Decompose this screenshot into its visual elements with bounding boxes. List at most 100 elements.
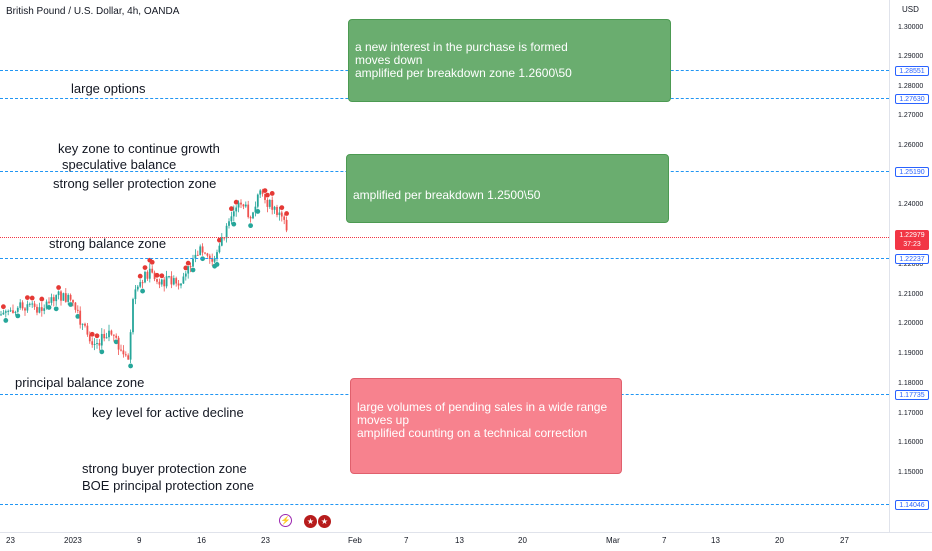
note-speculative-balance[interactable]: speculative balance [62,157,177,172]
candle-body [50,297,53,303]
candle-body [122,350,125,355]
signal-dot [183,265,189,271]
candle-body [28,303,31,305]
signal-dot [89,331,95,337]
time-label: 7 [662,536,667,545]
note-strong-balance-zone[interactable]: strong balance zone [49,236,167,251]
candle-body [244,204,247,207]
candle-body [0,314,2,316]
note-key-level-decline[interactable]: key level for active decline [92,405,244,420]
price-scale[interactable] [889,0,932,532]
candle-body [211,258,214,262]
candle-body [261,190,264,194]
candle-body [24,308,26,311]
level-tag[interactable]: 1.28551 [895,66,929,76]
callout-red[interactable]: large volumes of pending sales in a wide… [350,378,622,474]
candle-body [163,279,166,287]
candles-plot[interactable] [0,0,889,532]
candle-body [276,206,278,215]
candle-body [242,204,245,207]
price-tick: 1.15000 [898,469,924,476]
candle-body [158,281,161,285]
signal-dot [142,265,148,270]
candle-body [79,310,82,325]
signal-dot [29,295,35,301]
signal-dot [233,199,239,205]
candle-body [189,266,192,268]
signal-dot [159,273,165,279]
candle-body [60,291,62,301]
candle-body [273,206,276,210]
time-label: 20 [518,536,527,545]
candle-body [252,212,254,219]
candle-body [33,303,36,307]
note-large-options[interactable]: large options [71,81,146,96]
us-flag-icon[interactable]: ★ [317,514,332,529]
candle-body [268,199,271,207]
candle-body [151,268,154,273]
note-key-zone-growth[interactable]: key zone to continue growth [58,141,220,156]
candle-body [31,303,34,305]
time-label: Feb [348,536,362,545]
candle-body [285,219,288,231]
note-strong-seller-zone[interactable]: strong seller protection zone [53,176,217,191]
note-principal-balance-zone[interactable]: principal balance zone [15,375,145,390]
candle-body [117,337,120,350]
candle-body [132,299,134,333]
signal-dot [149,259,155,265]
signal-dot [113,339,119,345]
level-line-6[interactable] [0,504,889,505]
signal-dot [75,313,81,319]
level-tag[interactable]: 1.17735 [895,390,929,400]
level-tag[interactable]: 1.14046 [895,500,929,510]
candle-body [86,325,89,335]
candle-body [57,291,60,296]
signal-dot [140,288,146,294]
note-boe-zone[interactable]: BOE principal protection zone [82,478,254,493]
signal-dot [1,304,6,310]
signal-dot [231,221,237,227]
level-line-4[interactable] [0,258,889,259]
candle-body [196,254,199,256]
signal-dot [53,306,59,312]
signal-dot [3,318,9,323]
time-axis[interactable] [0,532,932,551]
candle-body [256,194,259,207]
us-flag-icon[interactable]: ★ [303,514,318,529]
candle-body [216,252,218,259]
callout-top-line-2: moves down [355,53,423,67]
callout-top-green[interactable]: a new interest in the purchase is formed… [348,19,671,102]
candle-body [103,333,106,339]
signal-dot [265,192,270,198]
signal-dot [39,296,45,302]
lightning-icon[interactable]: ⚡ [279,514,292,527]
candle-body [194,254,197,259]
candle-body [283,216,286,220]
candle-body [74,302,77,310]
time-label: 7 [404,536,409,545]
signal-dot [185,260,191,266]
candle-body [247,204,250,218]
candle-body [249,217,252,219]
candle-body [184,273,187,277]
callout-top-line-3: amplified per breakdown zone 1.2600\50 [355,66,572,80]
candle-body [115,335,118,338]
price-tick: 1.27000 [898,112,924,119]
candle-body [127,355,130,360]
candle-body [225,225,228,239]
signal-dot [248,223,254,229]
callout-mid-green[interactable]: amplified per breakdown 1.2500\50 [346,154,669,223]
level-tag[interactable]: 1.22237 [895,254,929,264]
candle-body [76,309,79,311]
note-strong-buyer-zone[interactable]: strong buyer protection zone [82,461,247,476]
symbol-title[interactable]: British Pound / U.S. Dollar, 4h, OANDA [6,6,180,17]
candle-body [62,293,65,301]
price-tick: 1.29000 [898,53,924,60]
candle-body [271,199,274,210]
level-tag[interactable]: 1.25190 [895,167,929,177]
candle-body [153,272,156,280]
level-tag[interactable]: 1.27630 [895,94,929,104]
candle-body [88,334,91,342]
candle-body [64,293,67,302]
candle-body [112,334,115,336]
